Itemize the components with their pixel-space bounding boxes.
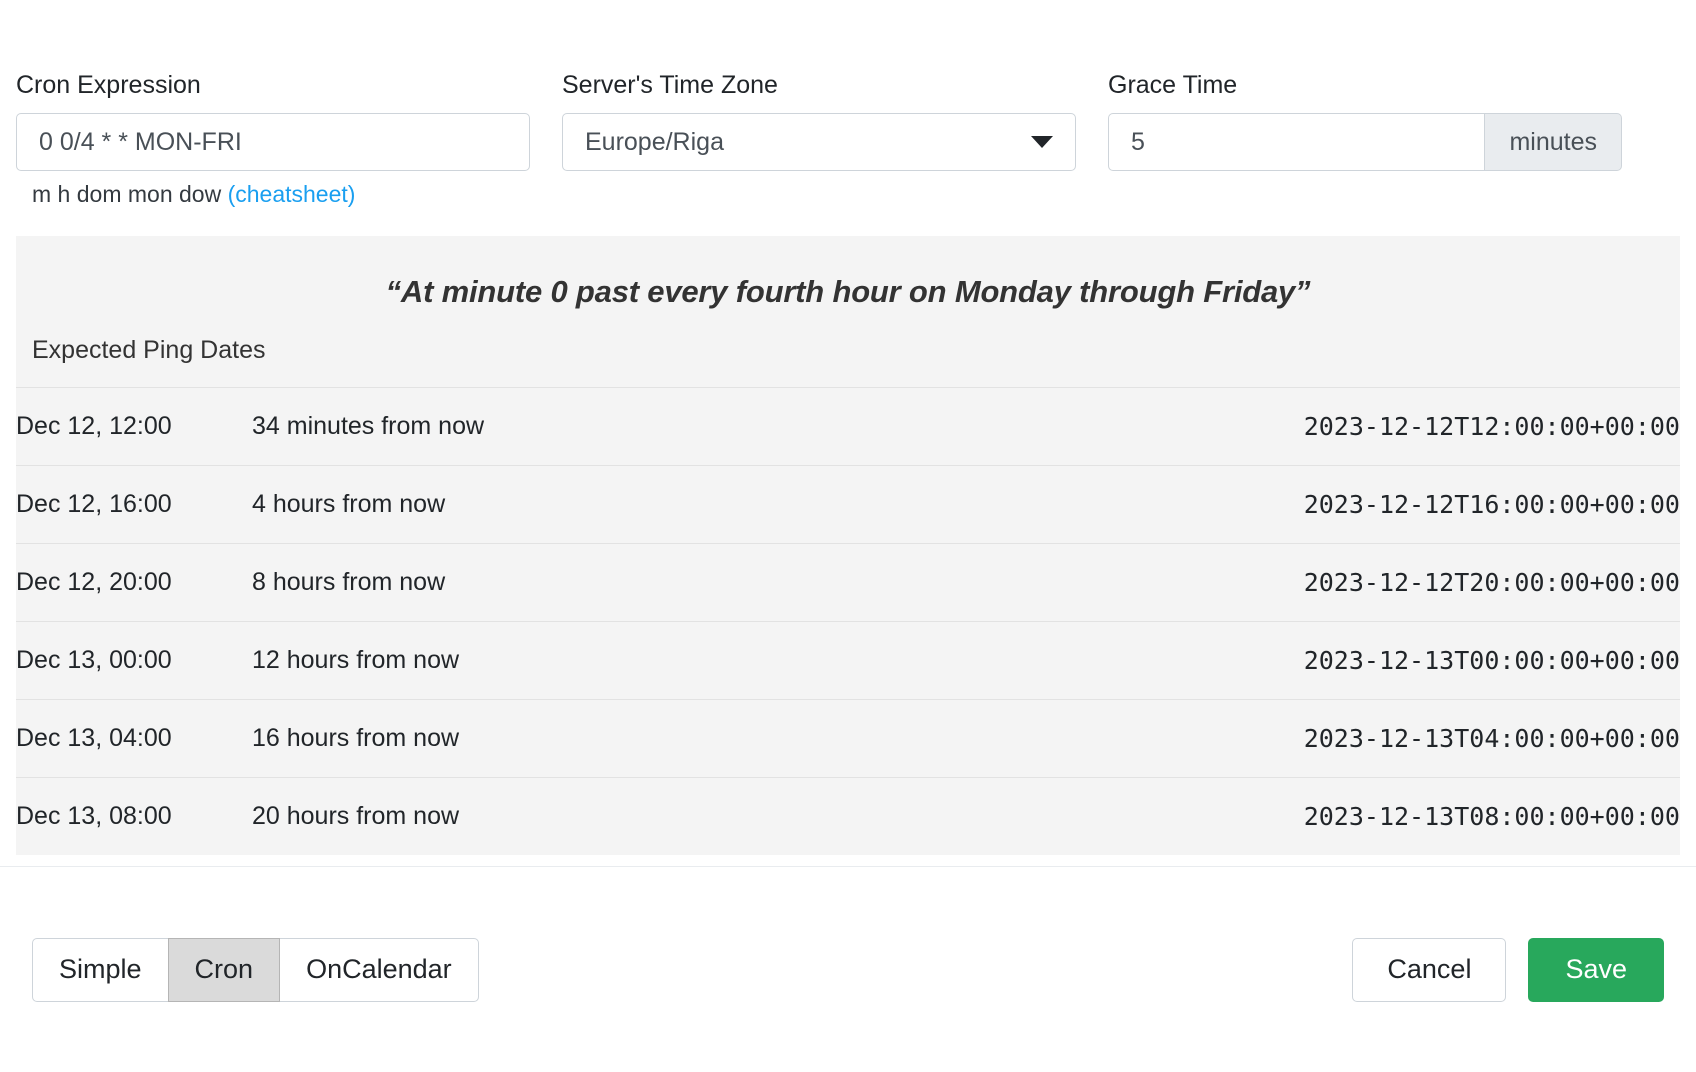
table-row: Dec 13, 08:00 20 hours from now 2023-12-…: [16, 777, 1680, 855]
grace-time-input-group: 5 minutes: [1108, 113, 1622, 171]
save-button[interactable]: Save: [1528, 937, 1664, 1002]
tab-cron[interactable]: Cron: [167, 937, 281, 1002]
ping-date: Dec 12, 16:00: [16, 465, 252, 544]
ping-iso-timestamp: 2023-12-13T00:00:00+00:00: [796, 621, 1680, 700]
schedule-description: “At minute 0 past every fourth hour on M…: [385, 274, 1311, 309]
cron-expression-field-group: Cron Expression 0 0/4 * * MON-FRI m h do…: [0, 70, 546, 208]
table-row: Dec 12, 16:00 4 hours from now 2023-12-1…: [16, 465, 1680, 544]
timezone-label: Server's Time Zone: [562, 71, 778, 99]
timezone-select[interactable]: Europe/Riga: [562, 113, 1076, 171]
cron-help-text: m h dom mon dow (cheatsheet): [32, 181, 530, 208]
schedule-mode-toggle-group: Simple Cron OnCalendar: [32, 937, 479, 1002]
expected-ping-dates-label: Expected Ping Dates: [32, 336, 266, 364]
table-row: Dec 13, 04:00 16 hours from now 2023-12-…: [16, 699, 1680, 778]
tab-oncalendar[interactable]: OnCalendar: [279, 937, 479, 1002]
ping-relative: 4 hours from now: [252, 465, 797, 544]
ping-relative: 34 minutes from now: [252, 387, 797, 466]
ping-iso-timestamp: 2023-12-12T20:00:00+00:00: [796, 543, 1680, 622]
ping-date: Dec 13, 00:00: [16, 621, 252, 700]
grace-time-unit-addon: minutes: [1485, 113, 1622, 171]
ping-relative: 16 hours from now: [252, 699, 797, 778]
table-row: Dec 12, 12:00 34 minutes from now 2023-1…: [16, 387, 1680, 466]
grace-time-field-group: Grace Time 5 minutes: [1092, 70, 1638, 208]
chevron-down-icon: [1031, 136, 1053, 148]
schedule-editor-modal: Cron Expression 0 0/4 * * MON-FRI m h do…: [0, 0, 1696, 1002]
tab-simple[interactable]: Simple: [32, 937, 169, 1002]
ping-date: Dec 12, 12:00: [16, 387, 252, 466]
cheatsheet-link[interactable]: (cheatsheet): [227, 181, 356, 207]
schedule-form-row: Cron Expression 0 0/4 * * MON-FRI m h do…: [0, 0, 1696, 208]
ping-table-body: Dec 12, 12:00 34 minutes from now 2023-1…: [16, 387, 1680, 855]
footer-actions: Cancel Save: [1352, 937, 1664, 1002]
ping-iso-timestamp: 2023-12-12T16:00:00+00:00: [796, 465, 1680, 544]
cancel-button[interactable]: Cancel: [1352, 937, 1507, 1002]
schedule-preview-panel: “At minute 0 past every fourth hour on M…: [16, 236, 1680, 855]
grace-time-label: Grace Time: [1108, 71, 1238, 99]
grace-time-input[interactable]: 5: [1108, 113, 1486, 171]
timezone-field-group: Server's Time Zone Europe/Riga: [546, 70, 1092, 208]
ping-relative: 8 hours from now: [252, 543, 797, 622]
ping-relative: 20 hours from now: [252, 777, 797, 855]
timezone-selected-value: Europe/Riga: [585, 127, 724, 156]
ping-iso-timestamp: 2023-12-13T08:00:00+00:00: [796, 777, 1680, 855]
ping-date: Dec 13, 08:00: [16, 777, 252, 855]
ping-iso-timestamp: 2023-12-12T12:00:00+00:00: [796, 387, 1680, 466]
modal-footer: Simple Cron OnCalendar Cancel Save: [0, 867, 1696, 1072]
cron-expression-label: Cron Expression: [16, 71, 201, 99]
ping-date: Dec 12, 20:00: [16, 543, 252, 622]
ping-date: Dec 13, 04:00: [16, 699, 252, 778]
expected-ping-dates-table: Dec 12, 12:00 34 minutes from now 2023-1…: [16, 387, 1680, 855]
cron-help-fields: m h dom mon dow: [32, 181, 222, 207]
ping-iso-timestamp: 2023-12-13T04:00:00+00:00: [796, 699, 1680, 778]
table-row: Dec 12, 20:00 8 hours from now 2023-12-1…: [16, 543, 1680, 622]
table-row: Dec 13, 00:00 12 hours from now 2023-12-…: [16, 621, 1680, 700]
cron-expression-input[interactable]: 0 0/4 * * MON-FRI: [16, 113, 530, 171]
footer-divider: [0, 866, 1696, 867]
ping-relative: 12 hours from now: [252, 621, 797, 700]
